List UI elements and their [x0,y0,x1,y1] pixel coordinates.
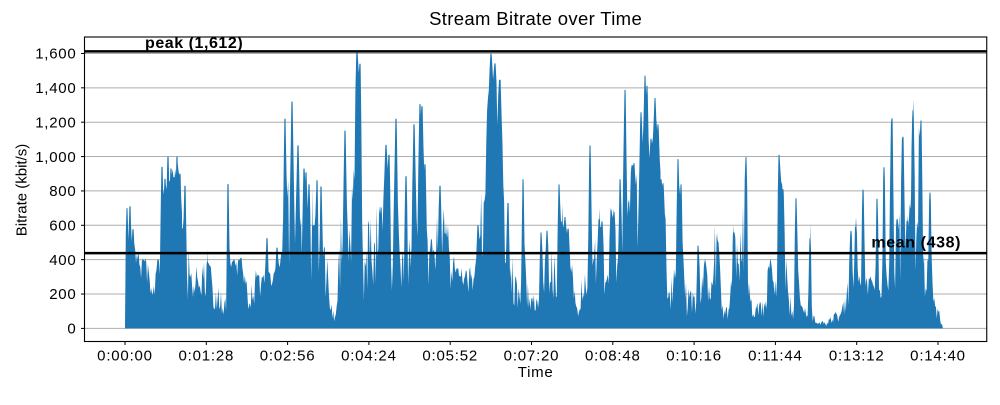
svg-text:0:14:40: 0:14:40 [910,348,966,365]
svg-text:800: 800 [49,183,76,200]
svg-text:0: 0 [67,321,76,338]
svg-text:Stream Bitrate over Time: Stream Bitrate over Time [429,8,642,29]
svg-text:0:00:00: 0:00:00 [97,348,153,365]
svg-text:Time: Time [518,364,554,381]
svg-text:0:04:24: 0:04:24 [341,348,397,365]
svg-text:peak (1,612): peak (1,612) [145,35,243,52]
svg-text:0:10:16: 0:10:16 [666,348,722,365]
svg-text:0:07:20: 0:07:20 [504,348,560,365]
svg-text:0:08:48: 0:08:48 [585,348,641,365]
svg-text:1,200: 1,200 [35,114,76,131]
svg-text:0:01:28: 0:01:28 [178,348,234,365]
svg-text:0:05:52: 0:05:52 [422,348,478,365]
svg-text:1,600: 1,600 [35,46,76,63]
svg-text:400: 400 [49,252,76,269]
svg-text:mean (438): mean (438) [871,235,961,252]
svg-text:0:13:12: 0:13:12 [829,348,885,365]
svg-text:1,000: 1,000 [35,149,76,166]
svg-text:600: 600 [49,218,76,235]
svg-text:1,400: 1,400 [35,80,76,97]
svg-text:Bitrate (kbit/s): Bitrate (kbit/s) [14,144,31,237]
svg-text:200: 200 [49,286,76,303]
svg-text:0:11:44: 0:11:44 [748,348,803,365]
svg-text:0:02:56: 0:02:56 [260,348,316,365]
